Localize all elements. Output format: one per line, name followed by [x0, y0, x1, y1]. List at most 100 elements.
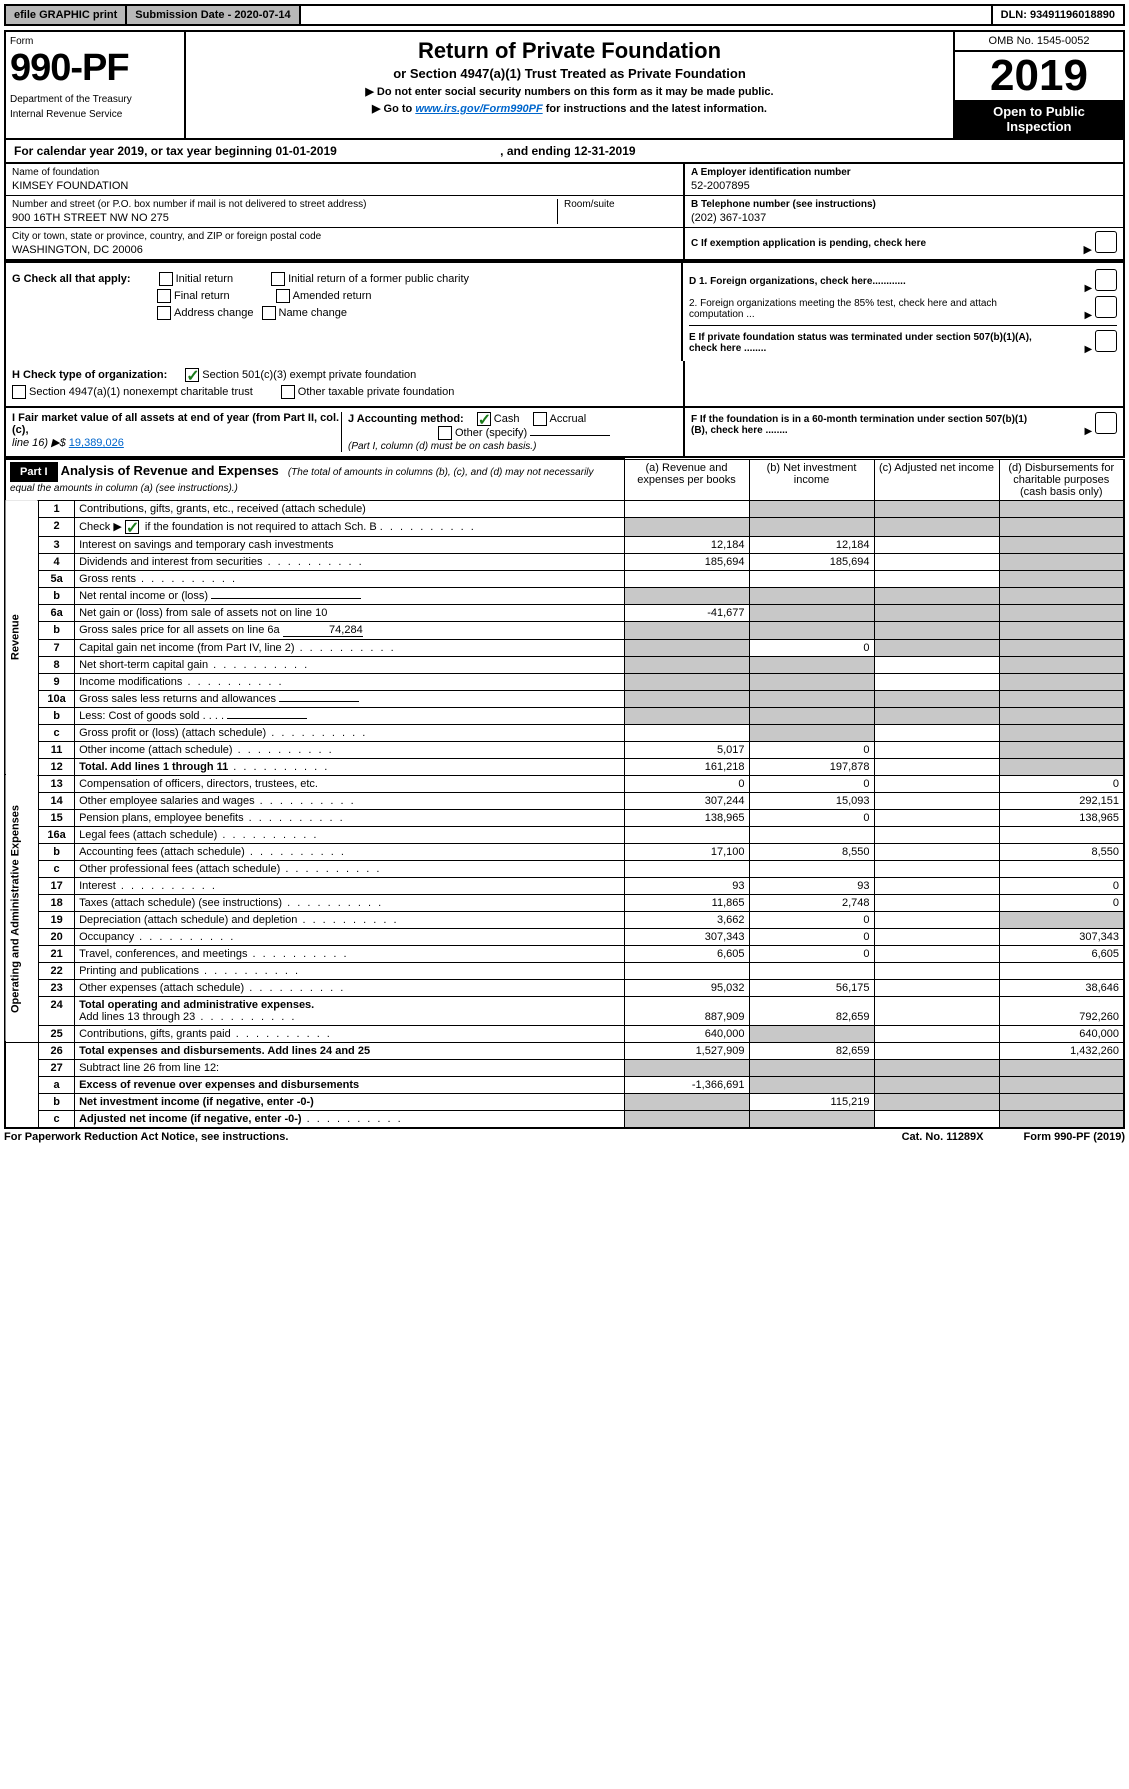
row-num: 2 [39, 517, 75, 536]
table-row: 9 Income modifications [5, 673, 1124, 690]
row-desc: Interest [75, 877, 624, 894]
table-row: 3 Interest on savings and temporary cash… [5, 536, 1124, 553]
row-num: 11 [39, 741, 75, 758]
cb-initial[interactable] [159, 272, 173, 286]
cb-amended[interactable] [276, 289, 290, 303]
dots [244, 812, 345, 824]
cogs-field[interactable] [227, 718, 307, 719]
val-a: 1,527,909 [624, 1042, 749, 1059]
row-num: b [39, 707, 75, 724]
room-label: Room/suite [564, 199, 677, 210]
cb-other-tax[interactable] [281, 385, 295, 399]
cb-501c3[interactable] [185, 368, 199, 382]
city-row: City or town, state or province, country… [6, 228, 683, 259]
row-num: c [39, 1110, 75, 1128]
rental-field[interactable] [211, 598, 361, 599]
table-row: 4 Dividends and interest from securities… [5, 553, 1124, 570]
desc-text: Total operating and administrative expen… [79, 999, 314, 1011]
ein-value: 52-2007895 [691, 180, 1117, 192]
row-desc: Net investment income (if negative, ente… [75, 1093, 624, 1110]
table-row: 12 Total. Add lines 1 through 11 161,218… [5, 758, 1124, 775]
row-desc: Pension plans, employee benefits [75, 809, 624, 826]
cb-4947[interactable] [12, 385, 26, 399]
val-a: 12,184 [624, 536, 749, 553]
irs: Internal Revenue Service [10, 109, 180, 120]
cb-initial-former[interactable] [271, 272, 285, 286]
table-row: b Net rental income or (loss) [5, 587, 1124, 604]
table-row: 25 Contributions, gifts, grants paid 640… [5, 1025, 1124, 1042]
cb-cash[interactable] [477, 412, 491, 426]
cb-addr-change[interactable] [157, 306, 171, 320]
table-row: 10a Gross sales less returns and allowan… [5, 690, 1124, 707]
desc-text: Contributions, gifts, grants paid [79, 1028, 231, 1040]
fmv-value[interactable]: 19,389,026 [69, 437, 124, 449]
val-a: 161,218 [624, 758, 749, 775]
street-address: 900 16TH STREET NW NO 275 [12, 212, 557, 224]
form-link[interactable]: www.irs.gov/Form990PF [415, 103, 542, 115]
info-left: Name of foundation KIMSEY FOUNDATION Num… [6, 164, 683, 259]
arrow-icon: ▶ [1085, 330, 1117, 355]
row-desc: Less: Cost of goods sold . . . . [75, 707, 624, 724]
info-right: A Employer identification number 52-2007… [683, 164, 1123, 259]
form-subtitle: or Section 4947(a)(1) Trust Treated as P… [192, 66, 947, 81]
address-row: Number and street (or P.O. box number if… [6, 196, 683, 228]
row-desc: Legal fees (attach schedule) [75, 826, 624, 843]
f-checkbox[interactable] [1095, 412, 1117, 434]
row-desc: Total operating and administrative expen… [75, 996, 624, 1025]
table-row: 16a Legal fees (attach schedule) [5, 826, 1124, 843]
dots [136, 573, 237, 585]
expenses-side-label: Operating and Administrative Expenses [5, 775, 39, 1042]
efile-label[interactable]: efile GRAPHIC print [6, 6, 127, 24]
table-row: 5a Gross rents [5, 570, 1124, 587]
header-right: OMB No. 1545-0052 2019 Open to Public In… [953, 32, 1123, 138]
cb-accrual[interactable] [533, 412, 547, 426]
cb-final[interactable] [157, 289, 171, 303]
e-checkbox[interactable] [1095, 330, 1117, 352]
table-row: 7 Capital gain net income (from Part IV,… [5, 639, 1124, 656]
cb-name-change[interactable] [262, 306, 276, 320]
addr-change: Address change [174, 307, 254, 319]
dots [233, 744, 334, 756]
table-row: b Less: Cost of goods sold . . . . [5, 707, 1124, 724]
open-public: Open to Public Inspection [955, 100, 1123, 138]
desc-text: Depreciation (attach schedule) and deple… [79, 914, 297, 926]
desc-text: Income modifications [79, 676, 182, 688]
d2-checkbox[interactable] [1095, 296, 1117, 318]
c-label: C If exemption application is pending, c… [691, 238, 926, 249]
dots [231, 1028, 332, 1040]
d1-checkbox[interactable] [1095, 269, 1117, 291]
table-row: 17 Interest 93 93 0 [5, 877, 1124, 894]
r2-suffix: if the foundation is not required to att… [145, 521, 377, 533]
r2-prefix: Check ▶ [79, 521, 122, 533]
row-num: 24 [39, 996, 75, 1025]
dots [245, 846, 346, 858]
s501-label: Section 501(c)(3) exempt private foundat… [202, 369, 416, 381]
row-desc: Gross profit or (loss) (attach schedule) [75, 724, 624, 741]
dots [380, 521, 476, 533]
val-a: 3,662 [624, 911, 749, 928]
submission-date: Submission Date - 2020-07-14 [127, 6, 300, 24]
form-header: Form 990-PF Department of the Treasury I… [4, 30, 1125, 140]
i-line: line 16) ▶$ [12, 437, 66, 449]
val-a: 0 [624, 775, 749, 792]
row-num: 21 [39, 945, 75, 962]
ij-left: I Fair market value of all assets at end… [6, 408, 683, 456]
val-d: 292,151 [999, 792, 1124, 809]
desc-text: Total. Add lines 1 through 11 [79, 761, 228, 773]
accrual-label: Accrual [550, 413, 587, 425]
other-spec-field[interactable] [530, 435, 610, 436]
val-a: 95,032 [624, 979, 749, 996]
gross-sales-field[interactable] [279, 701, 359, 702]
row-num: 19 [39, 911, 75, 928]
desc-text: Printing and publications [79, 965, 199, 977]
row-num: 9 [39, 673, 75, 690]
val-b: 8,550 [749, 843, 874, 860]
note-goto: ▶ Go to www.irs.gov/Form990PF for instru… [192, 102, 947, 115]
cb-sch-b[interactable] [125, 520, 139, 534]
c-checkbox[interactable] [1095, 231, 1117, 253]
val-a: 93 [624, 877, 749, 894]
table-row: Operating and Administrative Expenses 13… [5, 775, 1124, 792]
cb-other-spec[interactable] [438, 426, 452, 440]
tax-year: 2019 [955, 52, 1123, 100]
s4947-label: Section 4947(a)(1) nonexempt charitable … [29, 386, 253, 398]
